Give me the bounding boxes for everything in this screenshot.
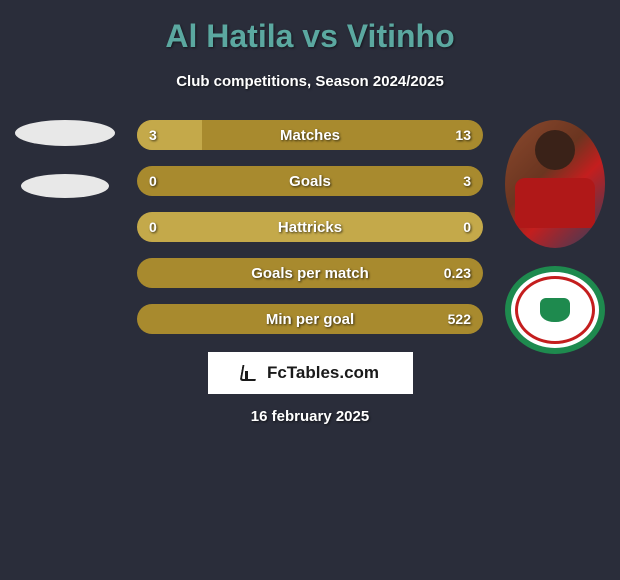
stat-label: Goals per match — [137, 258, 483, 288]
stat-right-value: 0 — [463, 212, 471, 242]
stat-right-value: 0.23 — [444, 258, 471, 288]
stat-right-value: 522 — [448, 304, 471, 334]
stat-bar: Min per goal522 — [137, 304, 483, 334]
stat-bar: 0Goals3 — [137, 166, 483, 196]
stat-bars: 3Matches130Goals30Hattricks0Goals per ma… — [137, 120, 483, 334]
date-label: 16 february 2025 — [0, 408, 620, 425]
stat-bar: 0Hattricks0 — [137, 212, 483, 242]
stat-label: Hattricks — [137, 212, 483, 242]
club-placeholder-icon — [21, 174, 109, 198]
source-label: FcTables.com — [267, 363, 379, 383]
stat-bar: 3Matches13 — [137, 120, 483, 150]
stats-area: 3Matches130Goals30Hattricks0Goals per ma… — [0, 120, 620, 334]
player-photo — [505, 120, 605, 248]
stat-label: Min per goal — [137, 304, 483, 334]
stat-label: Goals — [137, 166, 483, 196]
comparison-card: Al Hatila vs Vitinho Club competitions, … — [0, 0, 620, 435]
subtitle: Club competitions, Season 2024/2025 — [0, 73, 620, 90]
page-title: Al Hatila vs Vitinho — [0, 18, 620, 55]
stat-bar: Goals per match0.23 — [137, 258, 483, 288]
stat-right-value: 13 — [455, 120, 471, 150]
stat-right-value: 3 — [463, 166, 471, 196]
right-player-column — [500, 120, 610, 354]
left-player-column — [10, 120, 120, 226]
source-badge: FcTables.com — [208, 352, 413, 394]
stat-label: Matches — [137, 120, 483, 150]
fctables-icon — [241, 363, 261, 383]
club-logo-icon — [505, 266, 605, 354]
player-placeholder-icon — [15, 120, 115, 146]
